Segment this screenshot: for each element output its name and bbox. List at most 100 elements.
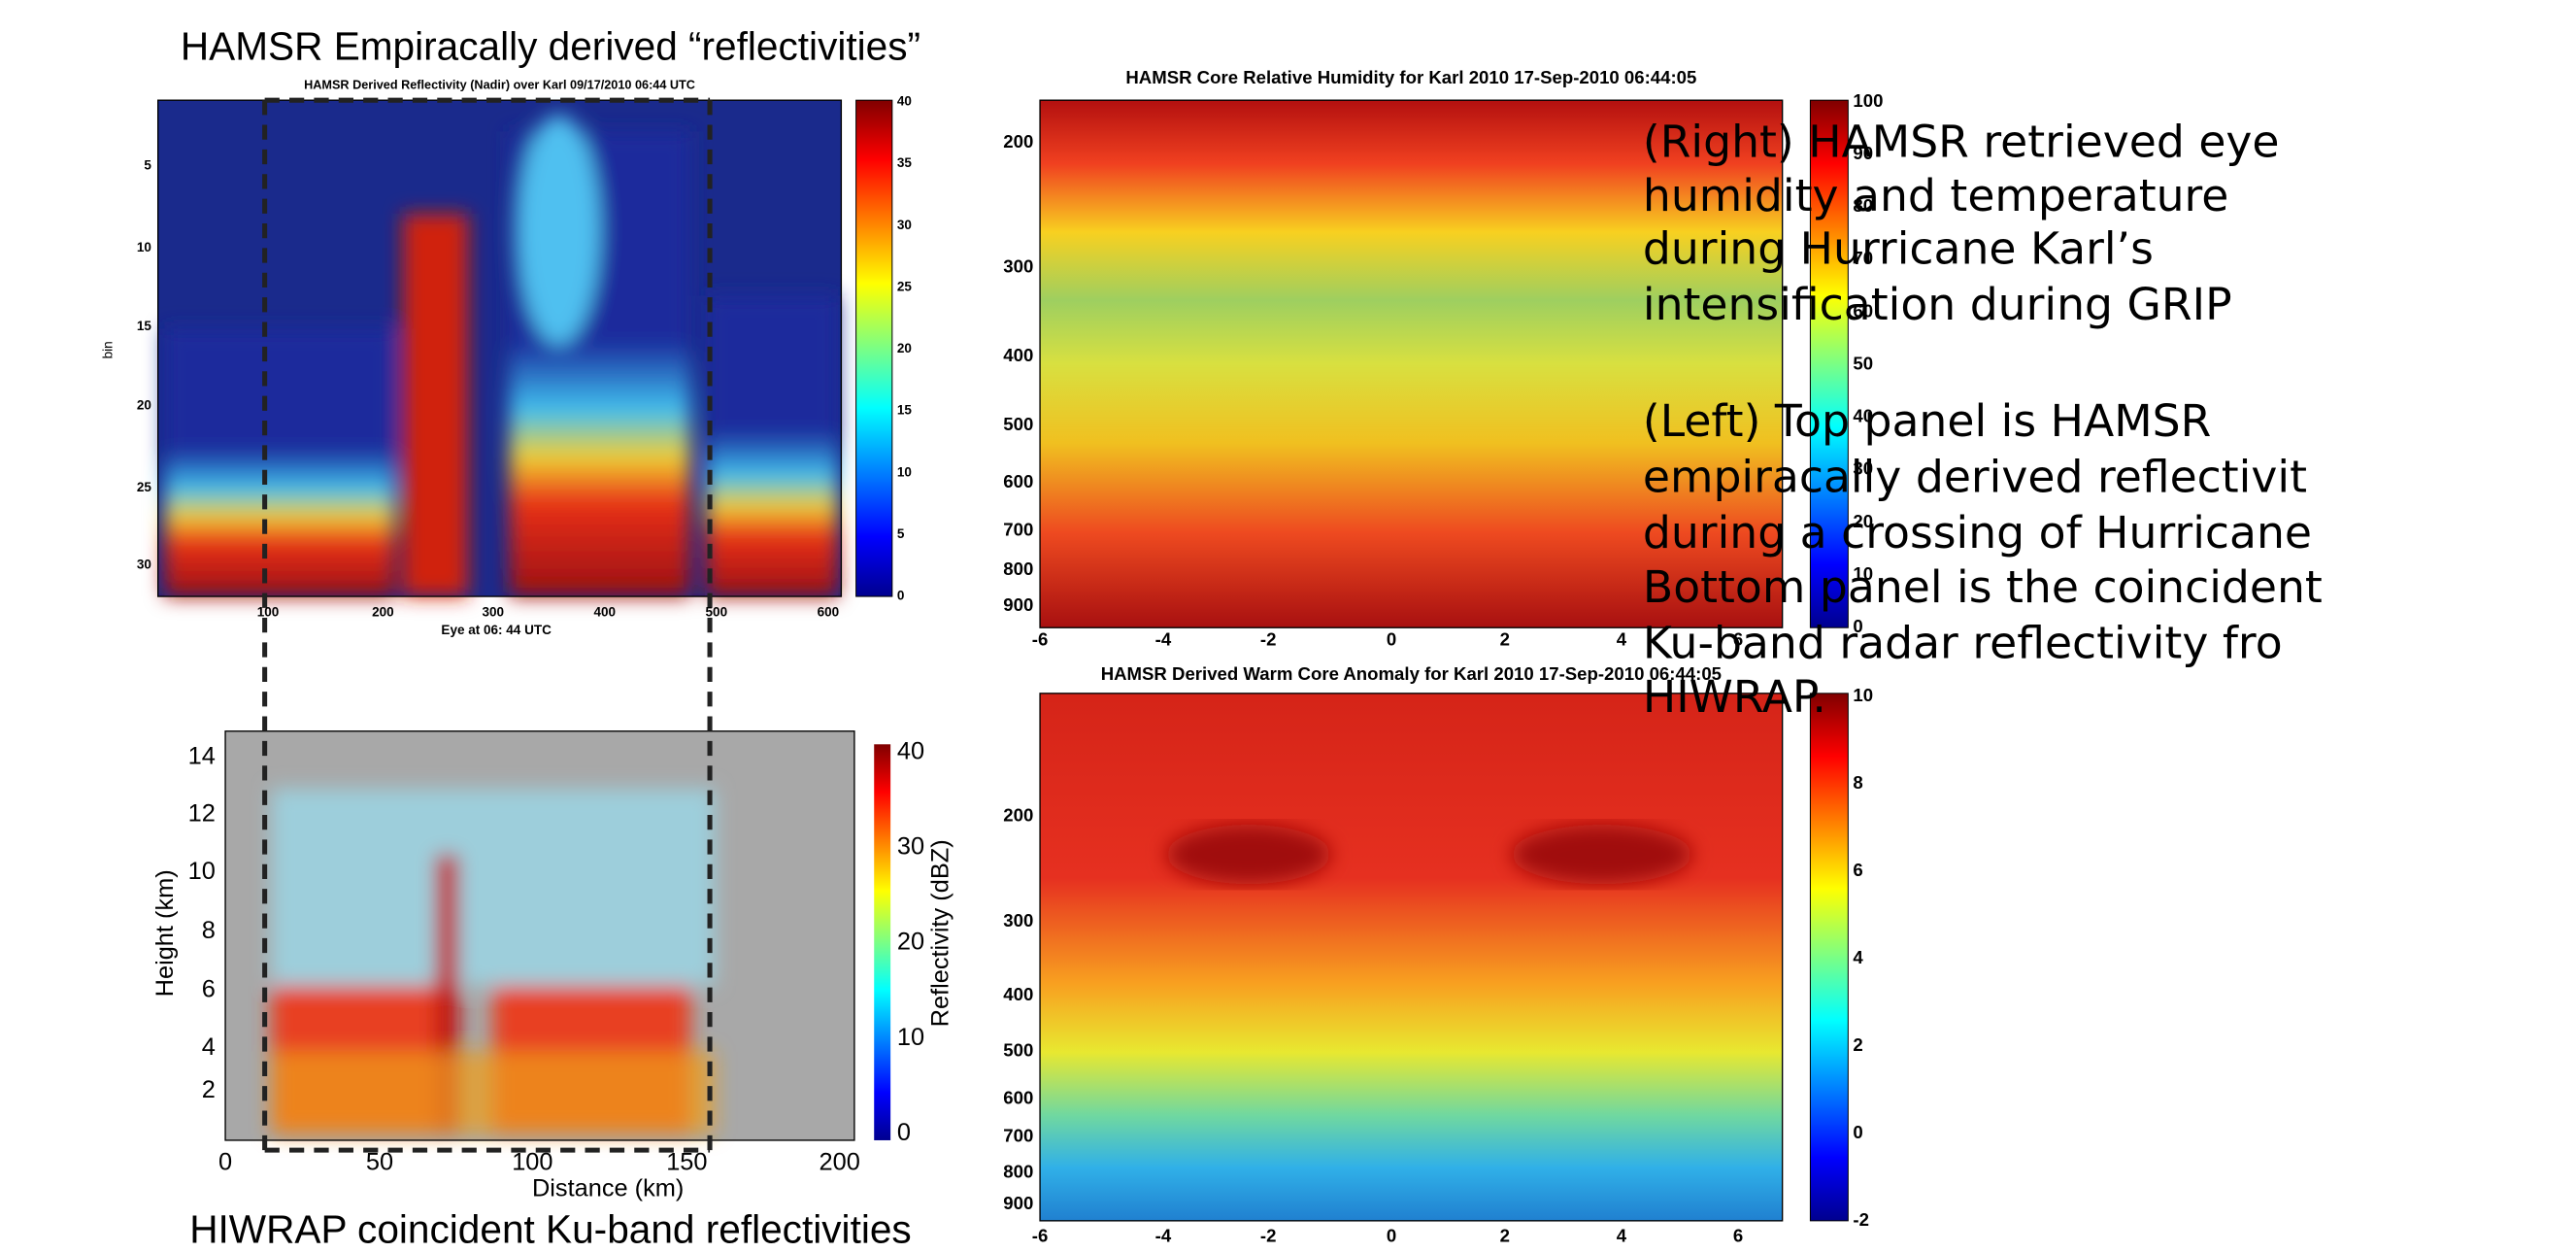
note-line: empiracally derived reflectivit <box>1643 451 2307 502</box>
note-line: during Hurricane Karl’s <box>1643 222 2154 274</box>
colorbar-tick-label: 0 <box>897 589 905 603</box>
y-tick-label: 12 <box>188 800 216 828</box>
y-tick-label: 300 <box>1003 910 1033 931</box>
note-line: (Right) HAMSR retrieved eye <box>1643 116 2280 167</box>
x-tick-label: 100 <box>257 605 280 620</box>
x-tick-label: -4 <box>1155 1226 1172 1246</box>
colorbar-tick-label: 40 <box>897 93 912 108</box>
colorbar-tick-label: 60 <box>1853 300 1873 321</box>
x-tick-label: -6 <box>1032 629 1049 650</box>
x-tick-label: -4 <box>1155 629 1172 650</box>
y-tick-label: 300 <box>1003 256 1033 277</box>
colorbar-tick-label: 10 <box>897 1024 924 1051</box>
y-axis-label: bin <box>101 341 116 358</box>
y-tick-label: 500 <box>1003 1040 1033 1061</box>
x-tick-label: 200 <box>372 605 394 620</box>
x-tick-label: -6 <box>1032 1226 1049 1246</box>
x-tick-label: -2 <box>1260 1226 1277 1246</box>
y-tick-label: 30 <box>137 557 151 571</box>
x-axis-label: Eye at 06: 44 UTC <box>441 623 552 637</box>
x-tick-label: 6 <box>1733 629 1743 650</box>
colorbar-tick-label: 40 <box>1853 406 1873 426</box>
y-tick-label: 4 <box>202 1033 216 1061</box>
x-tick-label: 2 <box>1500 629 1510 650</box>
colorbar-tick-label: 20 <box>897 341 912 355</box>
colorbar <box>874 744 891 1140</box>
colorbar-tick-label: 25 <box>897 279 913 293</box>
y-tick-label: 700 <box>1003 1125 1033 1145</box>
colorbar-tick-label: 10 <box>897 464 912 479</box>
y-tick-label: 14 <box>188 743 216 770</box>
note-line: during a crossing of Hurricane <box>1643 507 2312 558</box>
colorbar-tick-label: 2 <box>1853 1034 1862 1055</box>
y-tick-label: 600 <box>1003 471 1033 491</box>
colorbar-tick-label: 50 <box>1853 353 1873 373</box>
colorbar-tick-label: 70 <box>1853 248 1873 268</box>
colorbar-tick-label: 4 <box>1853 947 1863 967</box>
y-tick-label: 6 <box>202 976 216 1003</box>
x-axis-label: Distance (km) <box>532 1174 684 1201</box>
colorbar-tick-label: 10 <box>1853 685 1873 705</box>
y-tick-label: 10 <box>137 240 151 254</box>
colorbar-tick-label: 30 <box>1853 458 1873 479</box>
x-tick-label: 0 <box>1387 629 1396 650</box>
y-tick-label: 800 <box>1003 1162 1033 1182</box>
colorbar-tick-label: 0 <box>1853 616 1862 636</box>
colorbar-tick-label: 90 <box>1853 143 1873 163</box>
x-tick-label: 300 <box>482 605 504 620</box>
x-tick-label: 50 <box>366 1148 393 1175</box>
colorbar <box>1809 99 1849 628</box>
note-line: humidity and temperature <box>1643 170 2229 221</box>
y-tick-label: 800 <box>1003 558 1033 579</box>
y-tick-label: 5 <box>144 157 151 172</box>
y-tick-label: 700 <box>1003 519 1033 539</box>
colorbar-label: Reflectivity (dBZ) <box>926 839 953 1027</box>
note-line: Bottom panel is the coincident <box>1643 561 2323 613</box>
plot-frame <box>224 730 855 1141</box>
heading: HAMSR Empiracally derived “reflectivitie… <box>181 23 920 68</box>
colorbar-tick-label: 0 <box>1853 1122 1862 1142</box>
crossing-outline <box>262 97 713 1153</box>
x-tick-label: 200 <box>820 1148 860 1175</box>
y-tick-label: 900 <box>1003 1193 1033 1213</box>
colorbar-tick-label: 30 <box>897 833 924 861</box>
colorbar-tick-label: 30 <box>897 218 912 232</box>
y-tick-label: 200 <box>1003 131 1033 152</box>
colorbar-tick-label: 20 <box>1853 511 1873 531</box>
panel-title: HAMSR Core Relative Humidity for Karl 20… <box>1125 67 1696 87</box>
x-tick-label: 4 <box>1617 629 1627 650</box>
note-line: intensification during GRIP <box>1643 279 2232 330</box>
colorbar-tick-label: 20 <box>897 929 924 956</box>
note-line: HIWRAP. <box>1643 671 1826 723</box>
colorbar <box>855 99 893 597</box>
warm-core-field <box>1039 693 1784 1222</box>
colorbar-tick-label: 15 <box>897 403 913 418</box>
x-tick-label: 0 <box>1387 1226 1396 1246</box>
humidity-field <box>1039 99 1784 628</box>
colorbar-tick-label: 35 <box>897 155 913 170</box>
colorbar <box>1809 693 1849 1222</box>
caption: HIWRAP coincident Ku-band reflectivities <box>189 1206 912 1251</box>
note-line: (Left) Top panel is HAMSR <box>1643 395 2211 447</box>
warm-core-maxima <box>1166 825 1692 885</box>
colorbar-tick-label: 5 <box>897 526 905 541</box>
y-axis-label: Height (km) <box>151 869 179 997</box>
note-line: Ku-band radar reflectivity fro <box>1643 617 2283 668</box>
x-tick-label: 2 <box>1500 1226 1510 1246</box>
y-tick-label: 400 <box>1003 984 1033 1004</box>
y-tick-label: 900 <box>1003 594 1033 615</box>
panel-title: HAMSR Derived Warm Core Anomaly for Karl… <box>1101 663 1722 684</box>
colorbar-tick-label: 6 <box>1853 860 1862 880</box>
x-tick-label: 150 <box>666 1148 707 1175</box>
y-tick-label: 200 <box>1003 805 1033 826</box>
x-tick-label: 500 <box>706 605 728 620</box>
y-tick-label: 15 <box>137 319 152 333</box>
colorbar-tick-label: 10 <box>1853 563 1873 584</box>
x-tick-label: 4 <box>1617 1226 1627 1246</box>
colorbar-tick-label: 40 <box>897 737 924 764</box>
y-tick-label: 400 <box>1003 345 1033 365</box>
y-tick-label: 20 <box>137 397 151 412</box>
x-tick-label: 6 <box>1733 1226 1743 1246</box>
